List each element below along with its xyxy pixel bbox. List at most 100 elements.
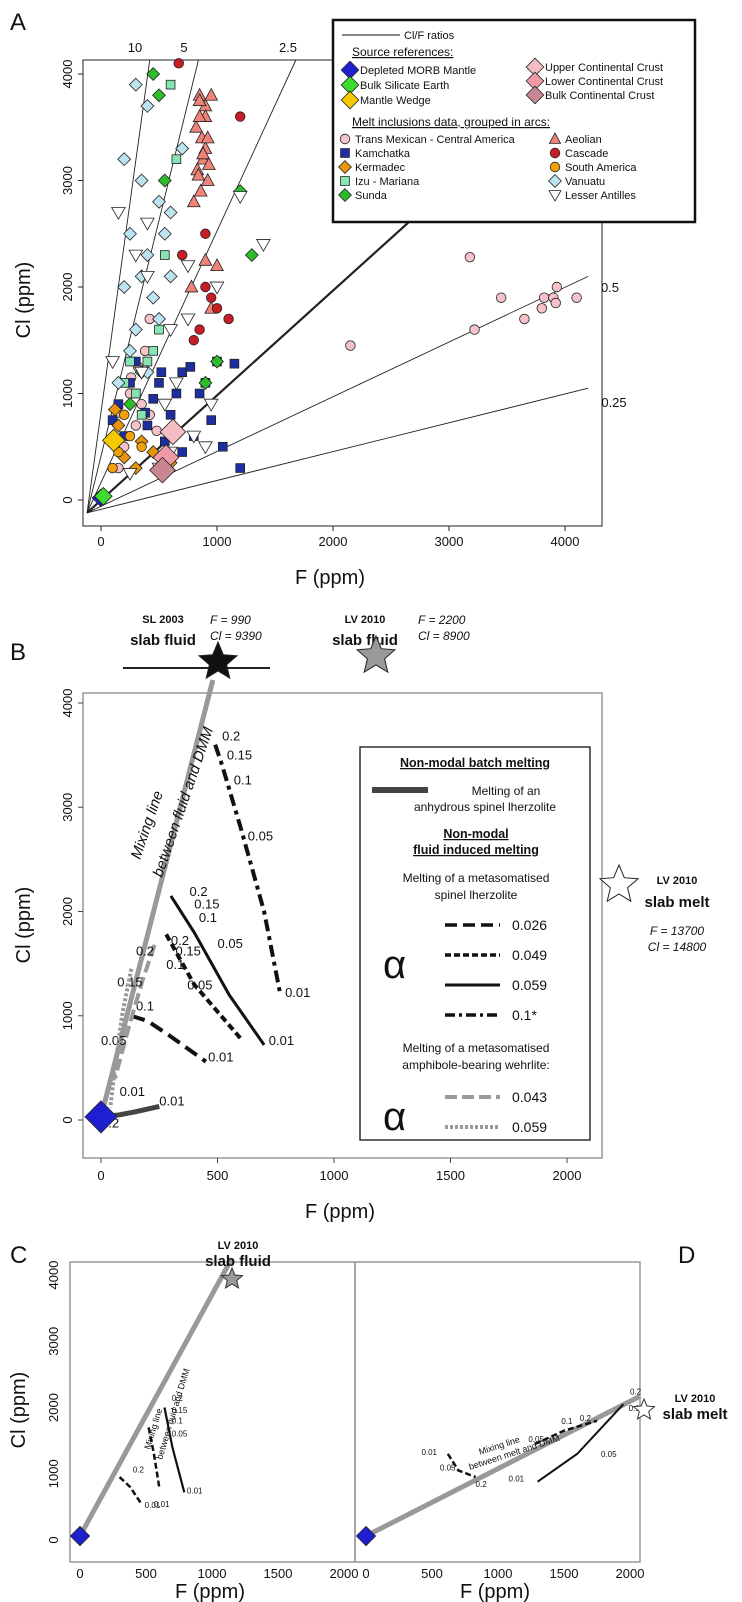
legend-melt-label: Izu - Mariana	[355, 176, 420, 188]
point-vanuatu	[128, 77, 143, 92]
c-curve-label: 0.2	[133, 1465, 145, 1474]
b-curve-label: 0.1	[199, 910, 217, 925]
point-vanuatu	[157, 226, 172, 241]
point-trans-mexican-central-america	[130, 420, 142, 431]
ratio-line-0.25	[86, 387, 589, 514]
legend-melt-marker	[340, 148, 350, 158]
legend-source-label: Mantle Wedge	[360, 95, 431, 107]
point-kamchatka	[235, 463, 246, 473]
legend-melts-title: Melt inclusions data, grouped in arcs:	[352, 115, 550, 129]
a-ytick-label: 2000	[60, 273, 75, 302]
legend-melt-marker	[340, 176, 350, 186]
panel-a-xlabel: F (ppm)	[295, 567, 365, 589]
legend-melt-label: Lesser Antilles	[565, 190, 636, 202]
b-curve--0-1-	[213, 744, 283, 996]
point-vanuatu	[163, 205, 178, 220]
c-curve-label: 0.2	[172, 1394, 184, 1403]
c-xtick-label: 0	[76, 1566, 83, 1581]
point-cascade	[234, 111, 246, 122]
point-trans-mexican-central-america	[345, 340, 356, 351]
point-trans-mexican-central-america	[538, 292, 550, 303]
legend-source-label: Lower Continental Crust	[545, 76, 663, 88]
point-lesser-antilles	[128, 249, 144, 263]
panel-d-endmember-sublabel: slab melt	[662, 1406, 727, 1423]
c-xtick-label: 1000	[198, 1566, 227, 1581]
point-kamchatka	[154, 378, 164, 388]
point-trans-mexican-central-america	[496, 292, 507, 303]
a-ytick-label: 0	[60, 496, 75, 503]
point-sunda	[152, 88, 166, 103]
legend-b-group1a: Melting of a metasomatised	[403, 871, 550, 885]
point-aeolian	[193, 183, 208, 197]
c-ytick-label: 3000	[46, 1327, 61, 1356]
point-lesser-antilles	[255, 239, 271, 252]
legend-melt-label: Sunda	[355, 190, 388, 202]
legend-b-alpha-01: 0.1*	[512, 1007, 537, 1023]
d-curve-label: 0.1	[561, 1417, 573, 1426]
a-xtick-label: 3000	[435, 534, 464, 549]
point-aeolian	[186, 194, 201, 208]
point-sunda	[244, 248, 259, 263]
legend-melt-marker	[549, 147, 561, 159]
legend-source-label: Bulk Continental Crust	[545, 90, 654, 102]
panel-d-axes: 0 500 1000 1500 2000	[362, 1566, 644, 1581]
b-curve-label: 0.1	[136, 999, 154, 1014]
b-curve-label: 0.15	[176, 943, 201, 958]
sl2003-label: SL 2003	[142, 614, 183, 626]
point-lesser-antilles	[105, 356, 121, 370]
panel-c-xlabel: F (ppm)	[175, 1581, 245, 1602]
c-ytick-label: 2000	[46, 1393, 61, 1422]
point-cascade	[176, 249, 188, 261]
point-lesser-antilles	[232, 191, 248, 205]
legend-source-label: Upper Continental Crust	[545, 62, 663, 74]
b-xtick-label: 2000	[553, 1168, 582, 1183]
point-aeolian	[189, 119, 204, 133]
b-curve--0-026	[130, 1013, 208, 1064]
b-curve-label: 0.01	[159, 1093, 184, 1108]
c-mixing-line	[77, 1257, 234, 1538]
point-kermadec	[107, 402, 122, 417]
point-izu-mariana	[154, 324, 164, 335]
point-vanuatu	[140, 98, 155, 113]
point-izu-mariana	[165, 79, 176, 90]
point-cascade	[211, 303, 223, 314]
c-dmm-marker	[69, 1525, 91, 1547]
point-lesser-antilles	[180, 260, 196, 274]
c-curve-0059	[163, 1407, 186, 1493]
d-curve-2	[534, 1419, 598, 1446]
source-bulk-silicate-earth	[93, 486, 113, 506]
c-curve-label: 0.01	[187, 1487, 203, 1496]
legend-source-label: Depleted MORB Mantle	[360, 65, 476, 77]
d-star-lv2010-melt	[632, 1397, 656, 1420]
b-ytick-label: 3000	[60, 793, 75, 822]
point-sunda	[210, 354, 224, 369]
d-curve-label: 0.1	[629, 1404, 641, 1413]
panel-label-a: A	[10, 9, 26, 36]
c-curve-label: 0.15	[172, 1406, 188, 1415]
legend-melt-marker	[339, 133, 351, 145]
panel-a-legend: Cl/F ratios Source references: Depleted …	[331, 18, 697, 224]
ratio-label-0.25: 0.25	[601, 395, 626, 410]
legend-b-group2a: Melting of a metasomatised	[403, 1041, 550, 1055]
d-curve-label: 0.2	[580, 1414, 592, 1423]
point-trans-mexican-central-america	[571, 292, 582, 303]
c-curve-label: 0.05	[172, 1430, 188, 1439]
point-kamchatka	[185, 362, 196, 372]
b-curve-label: 0.2	[190, 884, 208, 899]
point-trans-mexican-central-america	[551, 281, 563, 293]
point-aeolian	[210, 258, 224, 272]
star-lv2010-fluid	[355, 634, 397, 674]
sl2003-f: F = 990	[210, 613, 251, 627]
b-ytick-label: 4000	[60, 689, 75, 718]
legend-b-anhydrous-1: Melting of an	[472, 784, 541, 798]
point-izu-mariana	[125, 356, 135, 367]
point-kamchatka	[177, 447, 188, 457]
d-curve-label: 0.01	[509, 1475, 525, 1484]
point-lesser-antilles	[139, 270, 155, 284]
c-xtick-label: 500	[135, 1566, 157, 1581]
b-curve-label: 0.01	[120, 1084, 145, 1099]
point-izu-mariana	[136, 409, 147, 420]
d-curve-label: 0.05	[440, 1463, 456, 1472]
